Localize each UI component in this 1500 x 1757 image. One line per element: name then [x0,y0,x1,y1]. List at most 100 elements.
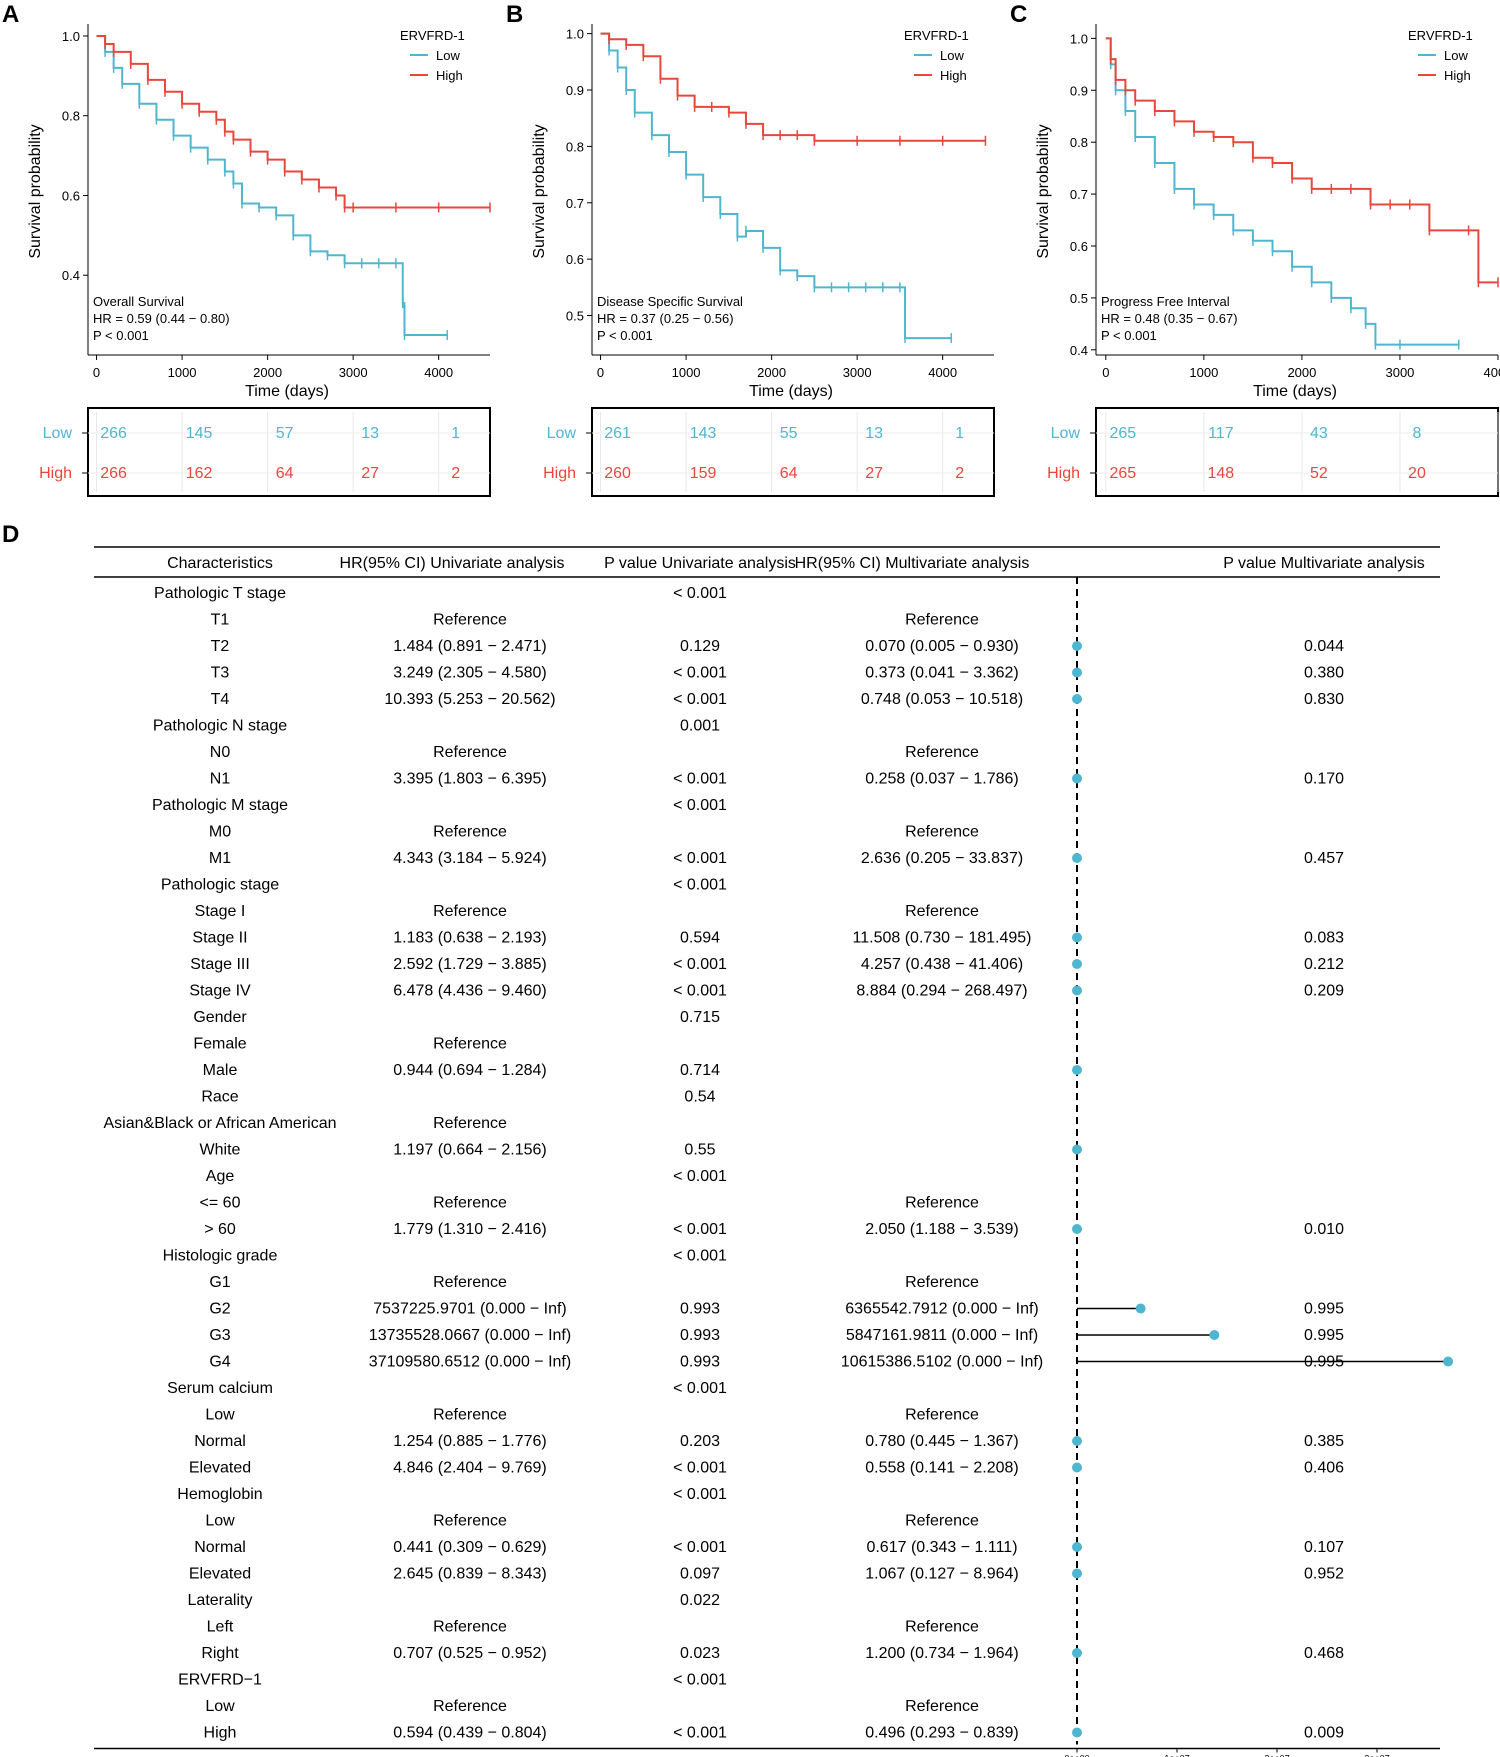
characteristic: Stage III [190,956,250,973]
p-univariate: < 0.001 [673,877,727,894]
hr-point [1072,1542,1082,1552]
hr-point [1072,1648,1082,1658]
forest-row: N1 3.395 (1.803 − 6.395) < 0.001 0.258 (0.0… [210,771,1344,788]
risk-count: 1 [955,425,964,442]
risk-count: 266 [100,465,127,482]
hr-univariate: 1.779 (1.310 − 2.416) [393,1221,546,1238]
hr-point [1443,1356,1454,1367]
forest-row: Asian&Black or African American Reference [104,1115,508,1132]
annotation-hr: HR = 0.37 (0.25 − 0.56) [597,311,734,326]
km-panel-B: B 0.5 0.6 0.7 0.8 0.9 1.0 0 1000 2000 3000 4000 Time… [506,1,995,497]
risk-row-label: Low [43,425,73,442]
p-multivariate: 0.995 [1304,1327,1344,1344]
hr-point [1072,985,1083,996]
p-multivariate: 0.044 [1304,638,1344,655]
hr-multivariate: 0.748 (0.053 − 10.518) [861,691,1023,708]
hr-multivariate: 1.200 (0.734 − 1.964) [865,1645,1018,1662]
risk-table-frame [591,407,995,497]
column-header: P value Multivariate analysis [1223,555,1425,572]
x-tick-label: 0 [597,365,604,380]
annotation-hr: HR = 0.59 (0.44 − 0.80) [93,311,230,326]
hr-univariate: Reference [433,1513,507,1530]
p-multivariate: 0.209 [1304,983,1344,1000]
p-univariate: 0.022 [680,1592,720,1609]
y-axis-label: Survival probability [27,124,44,258]
risk-row-label: High [543,465,576,482]
p-univariate: 0.129 [680,638,720,655]
y-tick-label: 0.7 [566,196,584,211]
characteristic: Race [201,1089,238,1106]
characteristic: Low [205,1513,235,1530]
forest-row: Female Reference [193,1036,507,1053]
hr-point [1072,1144,1082,1155]
x-tick-label: 3000 [339,365,368,380]
forest-row: Male 0.944 (0.694 − 1.284) 0.714 [203,1062,1082,1079]
risk-table: Low 266 145 57 13 1 High 266 162 64 27 2 [39,407,491,497]
forest-row: Normal 0.441 (0.309 − 0.629) < 0.001 0.617 … [194,1539,1344,1556]
panel-label: D [2,521,19,548]
characteristic: Pathologic M stage [152,797,288,814]
forest-row: T3 3.249 (2.305 − 4.580) < 0.001 0.373 (0.0… [211,665,1344,682]
risk-count: 20 [1408,465,1426,482]
forest-row: Pathologic M stage < 0.001 [152,797,727,814]
hr-point [1072,932,1083,943]
characteristic: White [200,1142,241,1159]
forest-row: G2 7537225.9701 (0.000 − Inf) 0.993 6365542… [209,1301,1344,1318]
km-curve-low [600,32,952,340]
hr-multivariate: Reference [905,744,979,761]
characteristic: Stage IV [189,983,251,1000]
p-multivariate: 0.380 [1304,665,1344,682]
hr-univariate: 7537225.9701 (0.000 − Inf) [373,1301,567,1318]
hr-multivariate: 11.508 (0.730 − 181.495) [853,930,1032,947]
hr-univariate: Reference [433,1407,507,1424]
risk-table-frame [87,407,491,497]
panel-label: B [506,1,523,28]
characteristic: N1 [210,771,231,788]
p-univariate: 0.203 [680,1433,720,1450]
forest-row: N0 Reference Reference [210,744,979,761]
p-univariate: < 0.001 [673,983,727,1000]
risk-count: 52 [1310,465,1328,482]
hr-multivariate: 8.884 (0.294 − 268.497) [856,983,1027,1000]
column-header: HR(95% CI) Multivariate analysis [795,555,1030,572]
forest-row: Pathologic T stage < 0.001 [154,585,727,602]
forest-row: Elevated 4.846 (2.404 − 9.769) < 0.001 0.55… [189,1460,1344,1477]
y-tick-label: 0.7 [1070,187,1088,202]
characteristic: Stage II [192,930,247,947]
forest-axis-tick-label: 1e+07 [1164,1754,1189,1757]
p-univariate: < 0.001 [673,691,727,708]
risk-count: 13 [361,425,379,442]
y-tick-label: 0.6 [1070,239,1088,254]
forest-row: Low Reference Reference [205,1513,979,1530]
characteristic: T4 [211,691,230,708]
km-curve-high [1105,37,1498,284]
hr-multivariate: Reference [905,1619,979,1636]
p-multivariate: 0.212 [1304,956,1344,973]
characteristic: Pathologic N stage [153,718,287,735]
hr-univariate: 37109580.6512 (0.000 − Inf) [369,1354,571,1371]
y-tick-label: 0.6 [62,188,80,203]
annotation-hr: HR = 0.48 (0.35 − 0.67) [1101,311,1238,326]
forest-row: Pathologic N stage 0.001 [153,718,720,735]
hr-multivariate: Reference [905,1407,979,1424]
p-univariate: 0.097 [680,1566,720,1583]
risk-count: 13 [865,425,883,442]
characteristic: G2 [209,1301,230,1318]
hr-point [1072,959,1082,969]
risk-row-label: Low [1051,425,1081,442]
characteristic: Histologic grade [163,1248,278,1265]
forest-row: ERVFRD−1 < 0.001 [178,1672,727,1689]
hr-univariate: 4.343 (3.184 − 5.924) [393,850,546,867]
p-univariate: < 0.001 [673,771,727,788]
characteristic: Low [205,1407,235,1424]
km-panel-C: C 0.4 0.5 0.6 0.7 0.8 0.9 1.0 0 1000 2000 3000 4000 T… [1010,1,1500,497]
hr-univariate: Reference [433,824,507,841]
y-tick-label: 1.0 [1070,31,1088,46]
hr-univariate: Reference [433,744,507,761]
hr-point [1209,1330,1220,1340]
hr-univariate: 13735528.0667 (0.000 − Inf) [369,1327,571,1344]
p-univariate: 0.001 [680,718,720,735]
panel-label: A [2,1,19,28]
forest-row: White 1.197 (0.664 − 2.156) 0.55 [200,1142,1082,1159]
risk-count: 27 [361,465,379,482]
